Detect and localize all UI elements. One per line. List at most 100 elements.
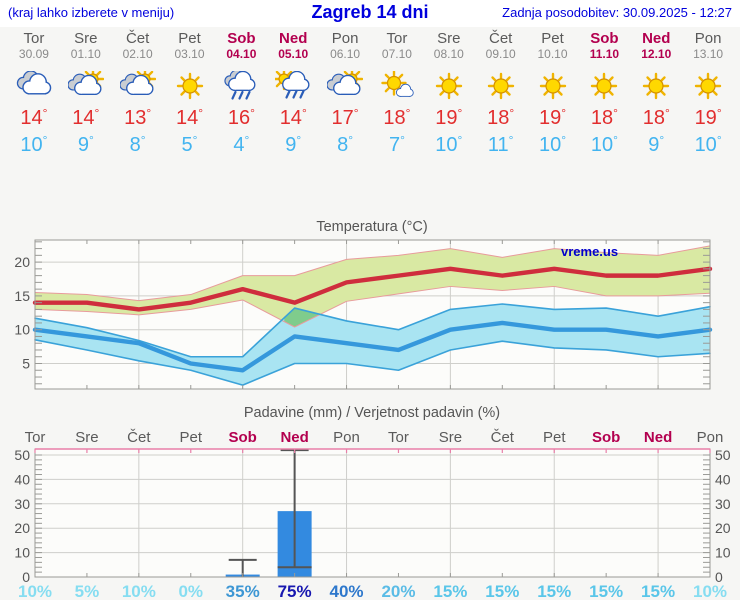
- day-name: Sre: [74, 30, 98, 47]
- svg-text:10: 10: [14, 545, 30, 561]
- max-temperature: 19°: [694, 106, 722, 129]
- min-temperature: 8°: [129, 133, 146, 156]
- day-column-10.10: Pet 10.10 19° 10°: [527, 30, 579, 157]
- weather-icon-cell: [8, 70, 60, 103]
- day-date: 13.10: [693, 47, 724, 61]
- precip-probability-label: 15%: [641, 582, 675, 600]
- day-column-30.09: Tor 30.09 14° 10°: [8, 31, 60, 156]
- day-name: Pon: [331, 30, 359, 47]
- precip-day-label: Pet: [180, 429, 203, 446]
- day-name: Sob: [227, 30, 256, 47]
- day-name: Tor: [386, 30, 408, 47]
- precip-day-label: Sob: [229, 429, 257, 446]
- weather-icon-cell: [319, 67, 371, 103]
- sunny-icon: [176, 72, 203, 100]
- svg-text:5: 5: [22, 356, 30, 372]
- day-date: 04.10: [226, 47, 257, 61]
- min-temperature: 10°: [20, 133, 48, 156]
- weather-icon-cell: [371, 70, 423, 103]
- day-column-05.10: Ned 05.10 14° 9°: [267, 31, 319, 156]
- sunny-icon: [643, 72, 670, 100]
- svg-text:40: 40: [715, 471, 731, 487]
- day-column-09.10: Čet 09.10 18° 11°: [475, 31, 527, 157]
- precip-probability-label: 10%: [693, 582, 727, 600]
- day-column-07.10: Tor 07.10 18° 7°: [371, 31, 423, 156]
- day-column-12.10: Ned 12.10 18° 9°: [630, 31, 682, 157]
- min-temperature: 9°: [77, 133, 94, 156]
- precip-probability-label: 10%: [122, 582, 156, 600]
- day-date: 05.10: [278, 47, 309, 61]
- max-band-edge-lower: [34, 285, 711, 328]
- day-date: 07.10: [381, 47, 412, 61]
- precip-day-label: Ned: [280, 429, 308, 446]
- max-temperature: 14°: [279, 106, 307, 129]
- min-temperature: 4°: [233, 133, 250, 156]
- precip-day-label: Pon: [333, 429, 360, 446]
- precip-probability-label: 20%: [381, 582, 415, 600]
- precip-day-label: Pet: [543, 429, 566, 446]
- menu-hint: (kraj lahko izberete v meniju): [8, 5, 175, 20]
- day-date: 11.10: [589, 47, 620, 61]
- partly-icon: [119, 67, 156, 96]
- min-temperature: 10°: [435, 133, 463, 156]
- day-name: Sob: [590, 30, 619, 47]
- max-temperature: 17°: [331, 106, 359, 129]
- day-column-11.10: Sob 11.10 18° 10°: [578, 30, 630, 157]
- precip-day-label: Čet: [491, 429, 515, 446]
- day-date: 06.10: [330, 47, 361, 61]
- precip-probability-label: 5%: [75, 582, 100, 600]
- weather-icon-cell: [527, 71, 579, 103]
- min-temperature: 9°: [648, 133, 665, 156]
- precip-probability-label: 15%: [537, 582, 571, 600]
- weather-icon-cell: [267, 67, 319, 103]
- watermark-link[interactable]: vreme.us: [561, 244, 618, 259]
- max-temperature: 14°: [72, 106, 100, 129]
- min-temp-line: [32, 320, 713, 373]
- svg-text:50: 50: [14, 447, 30, 463]
- temperature-chart-title: Temperatura (°C): [316, 219, 427, 235]
- day-name: Ned: [279, 30, 308, 47]
- precip-day-label: Čet: [127, 429, 151, 446]
- precip-day-label: Tor: [388, 429, 409, 446]
- day-name: Čet: [125, 30, 150, 47]
- sunny-icon: [435, 72, 462, 100]
- mostly-sunny-icon: [381, 70, 414, 97]
- max-temperature: 18°: [642, 106, 670, 129]
- weather-icon-cell: [475, 71, 527, 103]
- max-temperature: 19°: [538, 106, 567, 129]
- precip-day-label: Sre: [439, 429, 462, 446]
- precip-day-label: Ned: [644, 429, 672, 446]
- day-column-04.10: Sob 04.10 16° 4°: [215, 31, 267, 156]
- day-date: 02.10: [122, 47, 153, 61]
- precip-probability-label: 15%: [485, 582, 519, 600]
- weather-icon-cell: [215, 69, 267, 103]
- svg-text:10: 10: [14, 322, 30, 338]
- rain-icon: [224, 69, 256, 100]
- max-temperature: 19°: [435, 106, 463, 129]
- min-temperature: 11°: [487, 133, 514, 156]
- svg-text:30: 30: [14, 496, 30, 512]
- day-date: 09.10: [485, 47, 516, 61]
- svg-text:0: 0: [715, 569, 723, 585]
- partly-icon: [326, 67, 364, 96]
- day-column-06.10: Pon 06.10 17° 8°: [319, 31, 371, 156]
- svg-text:20: 20: [14, 254, 30, 270]
- day-name: Pet: [541, 30, 564, 47]
- precip-probability-label: 75%: [278, 582, 312, 600]
- sun-rain-icon: [273, 67, 310, 99]
- temperature-chart: 5 10 15 20 Temperatura (°C) vreme.us: [14, 219, 713, 390]
- min-temperature: 10°: [538, 133, 567, 156]
- day-name: Sre: [437, 30, 461, 47]
- max-temperature: 18°: [383, 106, 411, 129]
- max-temperature: 18°: [590, 106, 618, 129]
- sunny-icon: [539, 72, 566, 100]
- temperature-precipitation-charts: 5 10 15 20 Temperatura (°C) vreme.us 0 0 10 10 20 2…: [14, 219, 731, 600]
- precip-day-label: Sre: [75, 429, 98, 446]
- svg-text:20: 20: [715, 520, 731, 536]
- precip-day-label: Tor: [25, 429, 46, 446]
- day-column-03.10: Pet 03.10 14° 5°: [164, 31, 216, 157]
- day-date: 03.10: [174, 47, 205, 61]
- precip-probability-label: 35%: [226, 582, 260, 600]
- min-temperature: 9°: [285, 133, 302, 156]
- max-temperature: 14°: [20, 106, 48, 129]
